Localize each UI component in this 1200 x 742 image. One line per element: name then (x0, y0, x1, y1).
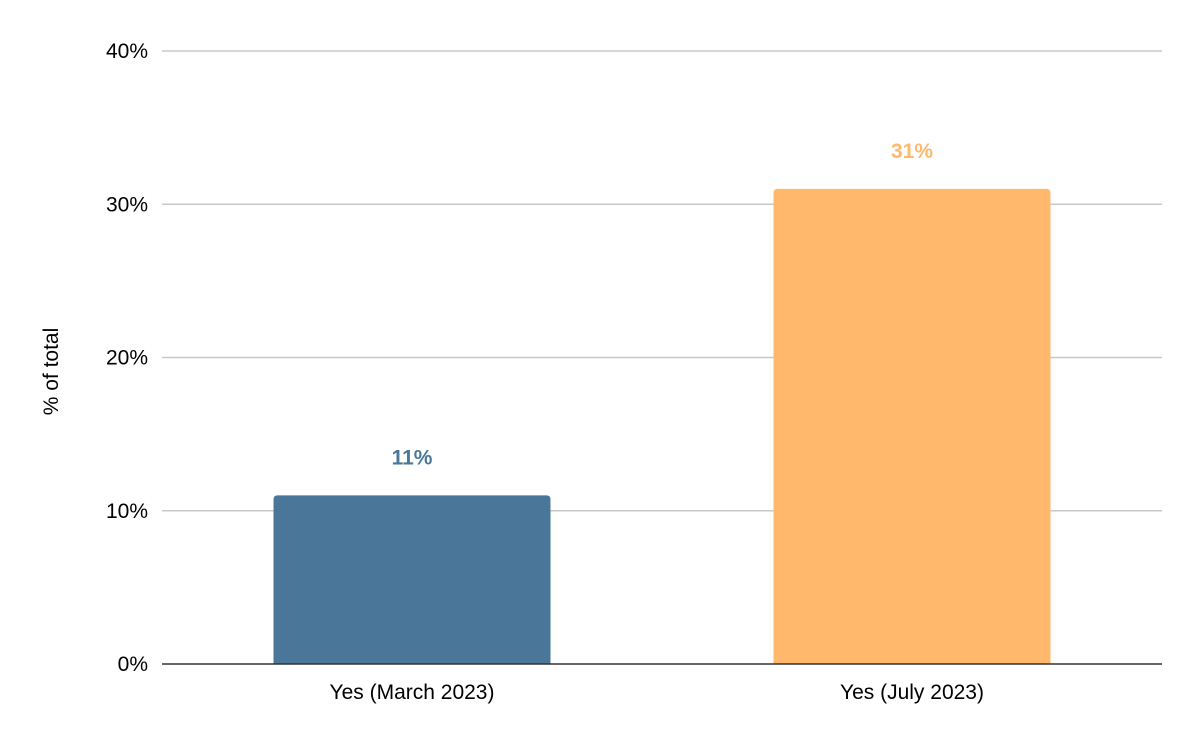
y-axis-ticks: 0% 10% 20% 30% 40% (106, 40, 148, 676)
y-tick-label: 30% (106, 193, 148, 216)
y-axis-title: % of total (40, 328, 63, 416)
x-tick-label: Yes (July 2023) (840, 681, 984, 704)
y-tick-label: 10% (106, 500, 148, 523)
bar-value-label: 31% (891, 140, 933, 163)
bar (773, 188, 1051, 665)
bars (273, 188, 1051, 665)
y-tick-label: 40% (106, 40, 148, 63)
y-tick-label: 20% (106, 347, 148, 370)
x-axis-ticks: Yes (March 2023) Yes (July 2023) (330, 681, 984, 704)
x-tick-label: Yes (March 2023) (330, 681, 495, 704)
data-labels: 11% 31% (392, 140, 934, 469)
bar (273, 495, 551, 664)
y-tick-label: 0% (118, 653, 148, 676)
bar-value-label: 11% (392, 446, 433, 469)
